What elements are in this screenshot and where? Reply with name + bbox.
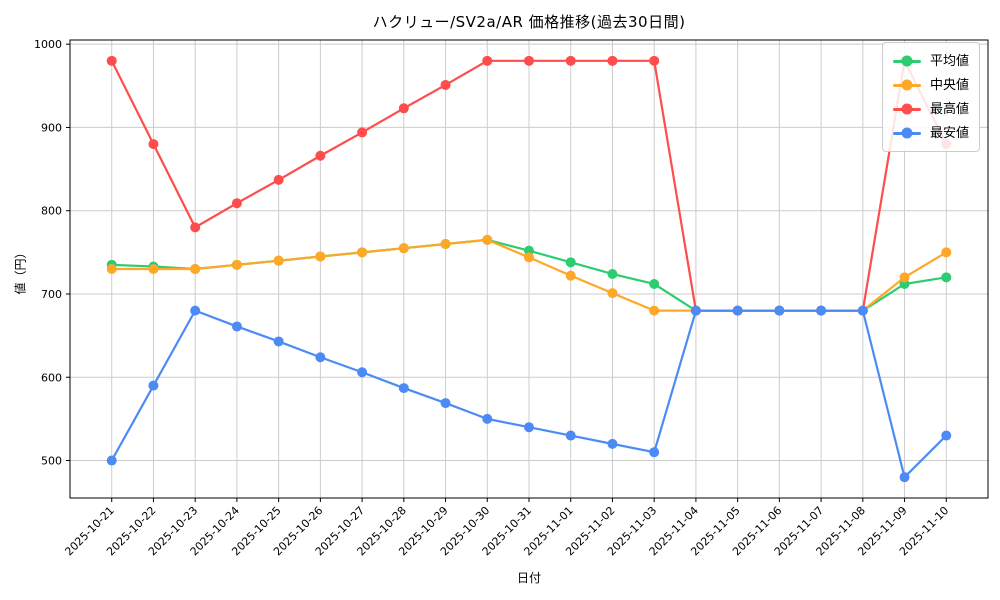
data-point-highest xyxy=(357,127,368,138)
data-point-highest xyxy=(607,55,618,66)
legend-dot-icon xyxy=(901,79,913,91)
data-point-average xyxy=(941,272,952,283)
data-point-highest xyxy=(106,55,117,66)
data-point-highest xyxy=(649,55,660,66)
data-point-lowest xyxy=(607,438,618,449)
data-point-lowest xyxy=(273,336,284,347)
data-point-lowest xyxy=(941,430,952,441)
data-point-lowest xyxy=(440,398,451,409)
data-point-highest xyxy=(524,55,534,66)
legend-item-average: 平均値 xyxy=(892,50,969,72)
data-point-lowest xyxy=(231,321,242,332)
data-point-average xyxy=(607,268,618,279)
data-point-median xyxy=(482,234,493,245)
data-point-median xyxy=(273,255,284,266)
data-point-median xyxy=(565,270,576,281)
data-point-lowest xyxy=(357,367,368,378)
data-point-median xyxy=(941,247,952,258)
data-point-average xyxy=(565,257,576,268)
data-point-highest xyxy=(482,55,493,66)
legend-dot-icon xyxy=(901,127,913,139)
data-point-lowest xyxy=(816,305,827,316)
data-point-lowest xyxy=(899,472,910,483)
data-point-median xyxy=(607,288,618,299)
y-tick-label: 800 xyxy=(41,205,62,218)
chart-title: ハクリュー/SV2a/AR 価格推移(過去30日間) xyxy=(372,13,686,31)
data-point-median xyxy=(440,239,451,250)
data-point-lowest xyxy=(190,305,201,316)
data-point-lowest xyxy=(148,380,159,391)
data-point-median xyxy=(357,247,368,258)
data-point-lowest xyxy=(106,455,117,466)
data-point-lowest xyxy=(565,430,576,441)
data-point-median xyxy=(315,251,326,262)
data-point-median xyxy=(148,264,159,274)
series-lowest xyxy=(106,305,952,483)
legend-item-median: 中央値 xyxy=(892,74,969,96)
data-point-average xyxy=(649,278,660,289)
data-point-median xyxy=(231,259,242,270)
y-tick-label: 600 xyxy=(41,371,62,384)
data-point-median xyxy=(398,243,409,254)
legend-label-lowest: 最安値 xyxy=(929,125,969,141)
data-point-lowest xyxy=(482,413,493,424)
data-point-highest xyxy=(398,103,409,114)
legend-marker-highest xyxy=(892,103,921,115)
data-point-highest xyxy=(440,79,451,90)
y-tick-label: 700 xyxy=(41,288,62,301)
data-point-lowest xyxy=(524,422,534,433)
data-point-highest xyxy=(148,139,159,150)
legend-item-lowest: 最安値 xyxy=(892,122,969,144)
data-point-highest xyxy=(565,55,576,66)
legend-label-highest: 最高値 xyxy=(929,101,969,117)
y-tick-label: 900 xyxy=(41,121,62,134)
data-point-lowest xyxy=(690,305,701,316)
data-point-median xyxy=(106,264,117,274)
legend-label-average: 平均値 xyxy=(929,53,969,69)
data-point-lowest xyxy=(857,305,868,316)
data-point-median xyxy=(649,305,660,316)
legend-marker-lowest xyxy=(892,127,921,139)
chart-legend: 平均値中央値最高値最安値 xyxy=(881,42,980,152)
y-tick-label: 500 xyxy=(41,455,62,468)
legend-label-median: 中央値 xyxy=(929,77,969,93)
legend-marker-average xyxy=(892,55,921,67)
data-point-highest xyxy=(315,150,326,161)
data-point-highest xyxy=(231,198,242,209)
legend-marker-median xyxy=(892,79,921,91)
data-point-lowest xyxy=(774,305,785,316)
y-axis-label: 値（円） xyxy=(13,246,28,295)
data-point-median xyxy=(190,264,201,274)
data-point-lowest xyxy=(732,305,743,316)
data-point-median xyxy=(524,252,534,263)
legend-dot-icon xyxy=(901,55,913,67)
data-point-median xyxy=(899,272,910,283)
data-point-highest xyxy=(190,222,201,233)
legend-item-highest: 最高値 xyxy=(892,98,969,120)
data-point-lowest xyxy=(315,352,326,363)
data-point-lowest xyxy=(398,383,409,394)
y-tick-label: 1000 xyxy=(34,38,62,51)
x-axis-label: 日付 xyxy=(516,571,541,585)
data-point-lowest xyxy=(649,447,660,458)
legend-dot-icon xyxy=(901,103,913,115)
data-point-highest xyxy=(273,174,284,185)
